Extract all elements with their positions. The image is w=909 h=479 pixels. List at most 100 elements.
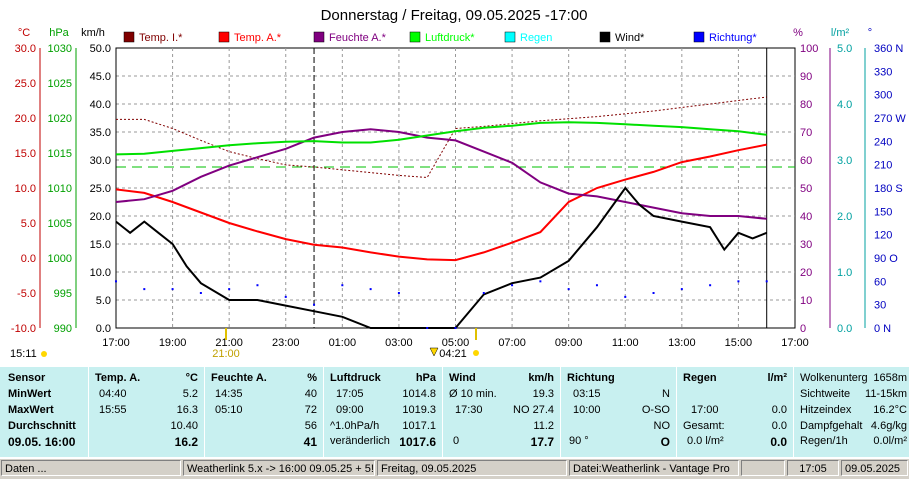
temp-min-value: 5.2 xyxy=(182,388,198,400)
wind-tick: 15.0 xyxy=(90,239,111,251)
series-luftdruck-line xyxy=(115,121,767,156)
sensor-row-min: MinWert xyxy=(8,388,52,400)
humidity-tick: 20 xyxy=(800,267,812,279)
rain-max-time: 17:00 xyxy=(691,404,719,416)
wind-unit: km/h xyxy=(528,372,554,384)
direction-axis-label: ° xyxy=(868,27,872,39)
series-richtung-point xyxy=(228,288,231,291)
pressure-min-value: 1014.8 xyxy=(402,388,436,400)
x-tick-label: 03:00 xyxy=(385,337,413,349)
pressure-header: Luftdruck xyxy=(330,372,381,384)
series-richtung-point xyxy=(143,288,146,291)
direction-tick: 210 xyxy=(874,160,892,172)
x-tick-label: 23:00 xyxy=(272,337,300,349)
rain-axis-label: l/m² xyxy=(831,27,850,39)
wind-avg10-label: Ø 10 min. xyxy=(449,388,497,400)
direction-tick: 30 xyxy=(874,300,886,312)
temp-tick: -10.0 xyxy=(11,323,36,335)
direction-max-time: 10:00 xyxy=(573,404,601,416)
x-tick-label: 11:00 xyxy=(612,337,639,349)
wind-max-value: NO 27.4 xyxy=(513,404,554,416)
temp-min-time: 04:40 xyxy=(99,388,127,400)
temp-tick: 20.0 xyxy=(15,113,36,125)
x-tick-label: 17:00 xyxy=(781,337,809,349)
series-richtung-point xyxy=(115,280,117,283)
humidity-tick: 90 xyxy=(800,71,812,83)
humidity-unit: % xyxy=(307,372,317,384)
status-empty xyxy=(741,460,785,476)
legend-swatch xyxy=(218,31,230,43)
rain-1h-value: 0.0l/m² xyxy=(873,435,907,447)
humidity-min-value: 40 xyxy=(304,388,317,400)
visibility-value: 11-15km xyxy=(865,388,907,400)
sunrise-marker: 04:21 xyxy=(439,348,467,360)
cloud-base-value: 1658m xyxy=(873,372,907,384)
series-richtung-point xyxy=(652,292,655,294)
temp-avg-value: 10.40 xyxy=(170,420,198,432)
series-richtung-point xyxy=(454,327,457,329)
direction-column: Richtung 03:15 N 10:00 O-SO NO 90 ° O xyxy=(561,367,676,457)
wind-tick: 30.0 xyxy=(90,155,111,167)
legend-label: Temp. I.* xyxy=(139,32,183,44)
temp-header: Temp. A. xyxy=(95,372,141,384)
rain-tick: 5.0 xyxy=(837,43,852,55)
rain-total-value: 0.0 xyxy=(771,420,787,432)
temp-tick: 25.0 xyxy=(15,78,36,90)
sunset-marker: 21:00 xyxy=(212,348,240,360)
status-today: 09.05.2025 xyxy=(841,460,908,476)
rain-unit: l/m² xyxy=(767,372,787,384)
series-temp-a-line xyxy=(115,143,767,262)
pressure-tick: 1000 xyxy=(48,253,72,265)
wind-avg-value: 11.2 xyxy=(533,420,554,432)
series-richtung-point xyxy=(737,280,740,283)
vapor-value: 4.6g/kg xyxy=(870,420,907,432)
wind-avg10-value: 19.3 xyxy=(532,388,554,400)
cloud-base-label: Wolkenunterg xyxy=(800,372,868,384)
wind-max-time: 17:30 xyxy=(455,404,483,416)
rain-max-value: 0.0 xyxy=(771,404,787,416)
direction-tick: 300 xyxy=(874,90,892,102)
wind-tick: 25.0 xyxy=(90,183,111,195)
temp-tick: 0.0 xyxy=(21,253,36,265)
legend-swatch xyxy=(409,31,421,43)
temp-tick: 30.0 xyxy=(15,43,36,55)
sunrise-sun-icon xyxy=(473,350,479,356)
pressure-tick: 1025 xyxy=(48,78,72,90)
humidity-tick: 0 xyxy=(800,323,806,335)
humidity-tick: 100 xyxy=(800,43,818,55)
rain-header: Regen xyxy=(683,372,717,384)
series-richtung-point xyxy=(624,295,627,298)
x-tick-label: 17:00 xyxy=(102,337,130,349)
temp-max-time: 15:55 xyxy=(99,404,127,416)
pressure-forecast: veränderlich xyxy=(330,435,390,447)
legend-swatch xyxy=(693,31,705,43)
series-richtung-point xyxy=(539,280,542,283)
series-richtung-point xyxy=(567,288,570,291)
status-time: 17:05 xyxy=(787,460,839,476)
wind-tick: 5.0 xyxy=(96,295,111,307)
sensor-row-current: 09.05. 16:00 xyxy=(8,435,76,449)
series-richtung-point xyxy=(426,327,429,329)
temp-tick: 15.0 xyxy=(15,148,36,160)
direction-header: Richtung xyxy=(567,372,615,384)
humidity-tick: 80 xyxy=(800,99,812,111)
vapor-label: Dampfgehalt xyxy=(800,420,863,432)
direction-tick: 270 W xyxy=(874,113,906,125)
temp-current-value: 16.2 xyxy=(174,435,198,449)
pressure-tick: 1010 xyxy=(48,183,72,195)
heat-index-label: Hitzeindex xyxy=(800,404,852,416)
humidity-avg-value: 56 xyxy=(304,420,317,432)
humidity-tick: 60 xyxy=(800,155,812,167)
extra-column: Wolkenunterg 1658m Sichtweite 11-15km Hi… xyxy=(794,367,909,457)
heat-index-value: 16.2°C xyxy=(873,404,907,416)
rain-tick: 4.0 xyxy=(837,99,852,111)
series-richtung-point xyxy=(765,280,768,283)
rain-total-label: Gesamt: xyxy=(683,420,725,432)
status-bar: Daten ... Weatherlink 5.x -> 16:00 09.05… xyxy=(0,459,909,479)
humidity-axis-label: % xyxy=(793,27,803,39)
x-tick-label: 21:00 xyxy=(215,337,243,349)
series-richtung-point xyxy=(284,295,287,298)
pressure-tick: 990 xyxy=(54,323,72,335)
humidity-max-value: 72 xyxy=(304,404,317,416)
